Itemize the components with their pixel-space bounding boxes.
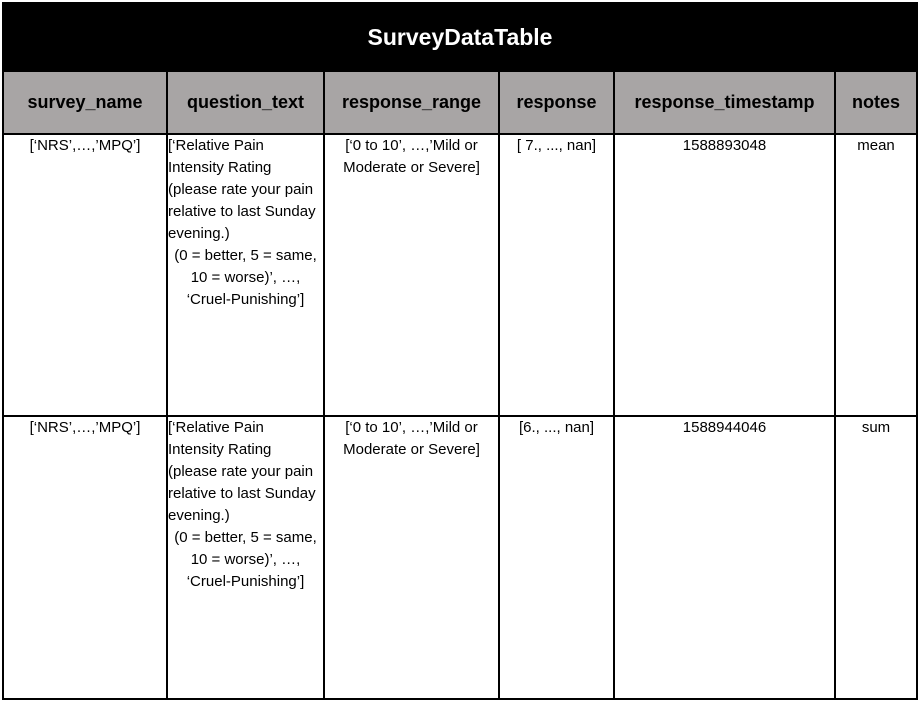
column-header-response-range: response_range bbox=[323, 70, 500, 135]
column-header-response-timestamp: response_timestamp bbox=[613, 70, 836, 135]
cell-notes: sum bbox=[834, 415, 918, 700]
question-text-rest: (0 = better, 5 = same, 10 = worse)’, …, … bbox=[174, 529, 317, 591]
column-header-response: response bbox=[498, 70, 615, 135]
column-header-notes: notes bbox=[834, 70, 918, 135]
column-header-survey-name: survey_name bbox=[2, 70, 168, 135]
cell-survey-name: [‘NRS’,…,’MPQ’] bbox=[2, 415, 168, 700]
cell-question-text: [‘Relative Pain Intensity Rating (please… bbox=[166, 415, 325, 700]
table-row: [‘NRS’,…,’MPQ’] [‘Relative Pain Intensit… bbox=[2, 415, 918, 700]
cell-response: [6., ..., nan] bbox=[498, 415, 615, 700]
cell-notes: mean bbox=[834, 132, 918, 418]
cell-response-timestamp: 1588893048 bbox=[613, 132, 836, 418]
cell-survey-name: [‘NRS’,…,’MPQ’] bbox=[2, 132, 168, 418]
question-text-rest: (0 = better, 5 = same, 10 = worse)’, …, … bbox=[174, 246, 317, 308]
cell-response: [ 7., ..., nan] bbox=[498, 132, 615, 418]
cell-question-text: [‘Relative Pain Intensity Rating (please… bbox=[166, 132, 325, 418]
column-header-question-text: question_text bbox=[166, 70, 325, 135]
question-text-lead: [‘Relative Pain Intensity Rating (please… bbox=[168, 419, 316, 525]
cell-response-timestamp: 1588944046 bbox=[613, 415, 836, 700]
question-text-lead: [‘Relative Pain Intensity Rating (please… bbox=[168, 136, 316, 242]
cell-response-range: [‘0 to 10’, …,’Mild or Moderate or Sever… bbox=[323, 132, 500, 418]
table-row: [‘NRS’,…,’MPQ’] [‘Relative Pain Intensit… bbox=[2, 132, 918, 418]
header-row: survey_name question_text response_range… bbox=[2, 70, 918, 135]
table-title: SurveyDataTable bbox=[2, 1, 918, 73]
cell-response-range: [‘0 to 10’, …,’Mild or Moderate or Sever… bbox=[323, 415, 500, 700]
